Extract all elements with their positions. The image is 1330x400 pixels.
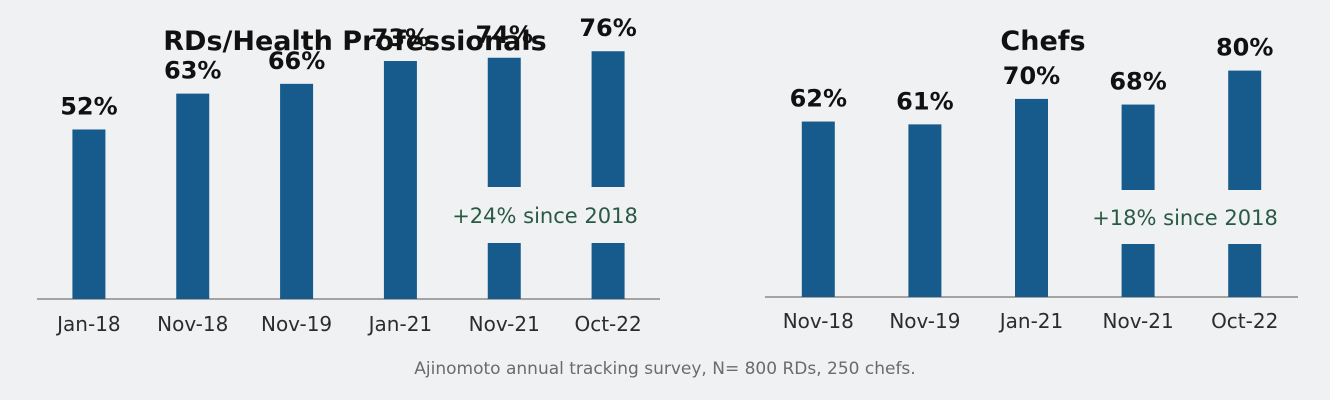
chef-chart-value-label: 70% xyxy=(1003,62,1060,90)
rd-chart-bar-nov-19 xyxy=(280,83,314,299)
rd-chart-bar-oct-22-lower xyxy=(591,243,625,299)
rd-chart-title: RDs/Health Professionals xyxy=(163,26,546,57)
chef-chart-bar-nov-18 xyxy=(801,121,835,297)
rd-chart-bar-nov-18 xyxy=(176,93,210,300)
chef-chart-bar-oct-22-lower xyxy=(1228,244,1262,297)
rd-chart-value-label: 63% xyxy=(164,57,221,85)
rd-chart-tick-label: Nov-21 xyxy=(469,312,540,336)
chef-chart-bar-nov-19 xyxy=(908,124,942,298)
rd-chart-bar-nov-21-lower xyxy=(487,243,521,299)
chef-chart-bar-jan-21 xyxy=(1015,98,1048,298)
rd-chart-bar-jan-18 xyxy=(72,129,106,299)
rd-chart-bar-oct-22-upper xyxy=(591,51,625,187)
chef-chart-bar-oct-22-upper xyxy=(1228,70,1262,190)
rd-chart-tick-label: Jan-18 xyxy=(55,312,121,336)
rd-chart-bar-nov-21-upper xyxy=(487,57,521,188)
rd-chart-value-label: 74% xyxy=(476,21,533,49)
chef-chart-tick-label: Nov-19 xyxy=(889,309,960,333)
chef-chart-bar-nov-21-upper xyxy=(1121,104,1155,190)
chef-chart-value-label: 61% xyxy=(896,87,953,115)
rd-chart-tick-label: Jan-21 xyxy=(367,312,433,336)
rd-chart-tick-label: Nov-19 xyxy=(261,312,332,336)
chef-chart-tick-label: Nov-18 xyxy=(783,309,854,333)
rd-chart-value-label: 66% xyxy=(268,47,325,75)
rd-chart-value-label: 73% xyxy=(372,24,429,52)
rd-chart-value-label: 52% xyxy=(60,92,117,120)
rd-chart-value-label: 76% xyxy=(579,14,636,42)
chef-chart-growth-annotation: +18% since 2018 xyxy=(1092,206,1278,230)
chef-chart-value-label: 80% xyxy=(1216,34,1273,62)
chef-chart-tick-label: Nov-21 xyxy=(1103,309,1174,333)
chef-chart-value-label: 62% xyxy=(790,85,847,113)
chef-chart-tick-label: Oct-22 xyxy=(1211,309,1278,333)
source-caption: Ajinomoto annual tracking survey, N= 800… xyxy=(414,359,916,379)
rd-chart-growth-annotation: +24% since 2018 xyxy=(452,204,638,228)
rd-chart-bar-jan-21 xyxy=(383,61,417,299)
chef-chart-bar-nov-21-lower xyxy=(1121,244,1155,297)
chef-chart-value-label: 68% xyxy=(1109,68,1166,96)
rd-chart-tick-label: Nov-18 xyxy=(157,312,228,336)
rd-chart-tick-label: Oct-22 xyxy=(574,312,641,336)
chef-chart-tick-label: Jan-21 xyxy=(998,309,1064,333)
chef-chart-title: Chefs xyxy=(1000,26,1085,57)
